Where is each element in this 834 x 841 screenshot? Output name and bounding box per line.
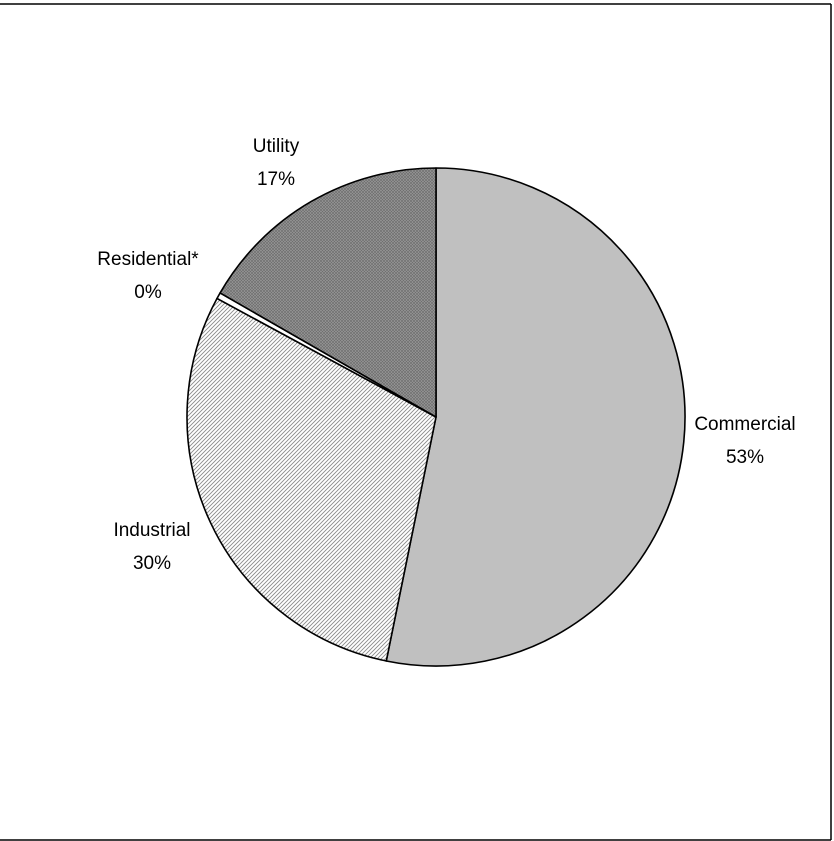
slice-label-percent: 0% xyxy=(134,282,162,303)
slice-label-name: Industrial xyxy=(113,520,190,541)
slice-label-percent: 30% xyxy=(133,553,171,574)
pie-slice-commercial xyxy=(385,167,686,667)
pie-slices xyxy=(186,167,686,667)
pie-slice-utility xyxy=(219,167,437,418)
slice-label-percent: 17% xyxy=(257,169,295,190)
pie-slice-industrial xyxy=(186,297,437,662)
slice-label-name: Residential* xyxy=(97,249,199,270)
slice-label-name: Commercial xyxy=(694,414,795,435)
slice-label-percent: 53% xyxy=(726,447,764,468)
slice-label-name: Utility xyxy=(253,136,300,157)
pie-labels: Commercial 53% Industrial 30% Residential* 0%… xyxy=(97,136,795,574)
